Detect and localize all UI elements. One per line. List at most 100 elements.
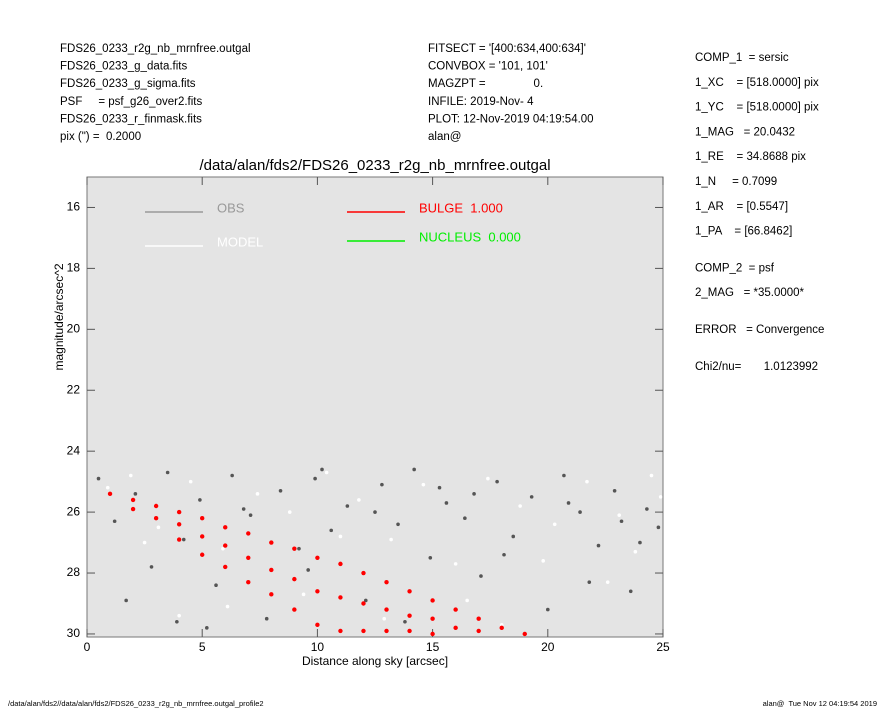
data-point [552, 522, 557, 527]
data-point [223, 525, 228, 530]
x-tick-label: 25 [656, 640, 670, 654]
x-axis-label: Distance along sky [arcsec] [302, 654, 448, 668]
data-point [269, 540, 274, 545]
data-point [585, 479, 589, 484]
data-point [363, 598, 368, 603]
data-point [297, 546, 301, 551]
y-tick-label: 16 [67, 200, 81, 214]
data-point [200, 552, 205, 557]
data-point [412, 467, 416, 472]
data-point [338, 561, 343, 567]
data-point [407, 613, 412, 618]
data-point [562, 473, 566, 478]
data-point [105, 485, 110, 490]
header-left-line: FDS26_0233_g_sigma.fits [60, 78, 196, 90]
data-point [223, 543, 228, 548]
data-point [153, 515, 159, 521]
data-point [476, 628, 481, 634]
data-point [619, 519, 624, 524]
data-point [246, 555, 251, 560]
side-panel-line: 1_YC = [518.0000] pix [695, 102, 819, 114]
data-point [128, 473, 133, 478]
side-panel-line: 1_AR = [0.5547] [695, 201, 788, 213]
data-point [175, 619, 179, 624]
data-point [338, 628, 343, 634]
data-point [313, 476, 317, 481]
data-point [453, 625, 458, 631]
data-point [502, 552, 506, 557]
data-point [176, 537, 182, 542]
data-point [142, 540, 147, 545]
footer-left: /data/alan/fds2//data/alan/fds2/FDS26_02… [8, 699, 264, 708]
data-point [329, 528, 334, 533]
x-tick-label: 0 [84, 640, 91, 654]
side-panel-line: 1_PA = [66.8462] [695, 226, 792, 238]
data-point [361, 601, 366, 606]
data-point [177, 613, 181, 618]
data-point [546, 607, 550, 612]
data-point [301, 592, 306, 597]
data-point [130, 506, 136, 512]
data-point [444, 501, 449, 505]
y-tick-label: 22 [67, 382, 81, 396]
data-point [587, 580, 592, 584]
data-point [511, 534, 516, 539]
data-point [133, 492, 138, 496]
x-tick-label: 10 [311, 640, 325, 654]
data-point [320, 467, 324, 472]
data-point [499, 625, 504, 631]
data-point [578, 510, 582, 514]
data-point [541, 559, 545, 563]
data-point [361, 628, 366, 634]
data-point [156, 525, 161, 530]
data-point [221, 546, 225, 551]
data-point [472, 492, 476, 496]
data-point [479, 574, 483, 578]
data-point [246, 579, 251, 585]
header-left-line: FDS26_0233_g_data.fits [60, 61, 187, 73]
data-point [200, 515, 205, 521]
data-point [384, 628, 389, 634]
side-panel-line: 1_MAG = 20.0432 [695, 126, 795, 138]
data-point [205, 626, 209, 630]
data-point [380, 482, 384, 487]
side-panel-line: Chi2/nu= 1.0123992 [695, 361, 818, 373]
data-point [269, 592, 274, 597]
data-point [430, 631, 435, 637]
data-point [292, 607, 297, 612]
data-point [315, 622, 320, 628]
data-point [96, 476, 101, 481]
side-panel-line: COMP_2 = psf [695, 262, 775, 274]
y-axis-label: magnitude/arcsec^2 [52, 263, 66, 370]
header-center-line: INFILE: 2019-Nov- 4 [428, 96, 534, 108]
header-center-line: FITSECT = '[400:634,400:634]' [428, 43, 586, 55]
data-point [165, 470, 170, 475]
data-point [315, 589, 320, 594]
data-point [645, 507, 649, 511]
data-point [200, 534, 205, 539]
plot-area [86, 176, 664, 638]
data-point [638, 540, 642, 545]
data-point [476, 616, 481, 621]
data-point [181, 537, 186, 542]
data-point [396, 522, 400, 527]
data-point [176, 522, 182, 527]
data-point [112, 519, 117, 524]
header-center-line: CONVBOX = '101, 101' [428, 61, 548, 73]
data-point [124, 598, 128, 603]
data-point [453, 562, 458, 566]
data-point [373, 510, 377, 514]
header-left-line: PSF = psf_g26_over2.fits [60, 96, 202, 108]
y-tick-label: 30 [67, 626, 81, 640]
side-panel-line: 2_MAG = *35.0000* [695, 287, 805, 299]
data-point [403, 619, 407, 624]
data-point [407, 628, 412, 634]
y-tick-label: 18 [67, 261, 81, 275]
data-point [596, 543, 601, 548]
data-point [230, 473, 234, 478]
data-point [486, 476, 490, 481]
data-point [357, 498, 361, 502]
data-point [225, 604, 230, 609]
data-point [287, 510, 292, 514]
legend-label: MODEL [217, 234, 263, 249]
